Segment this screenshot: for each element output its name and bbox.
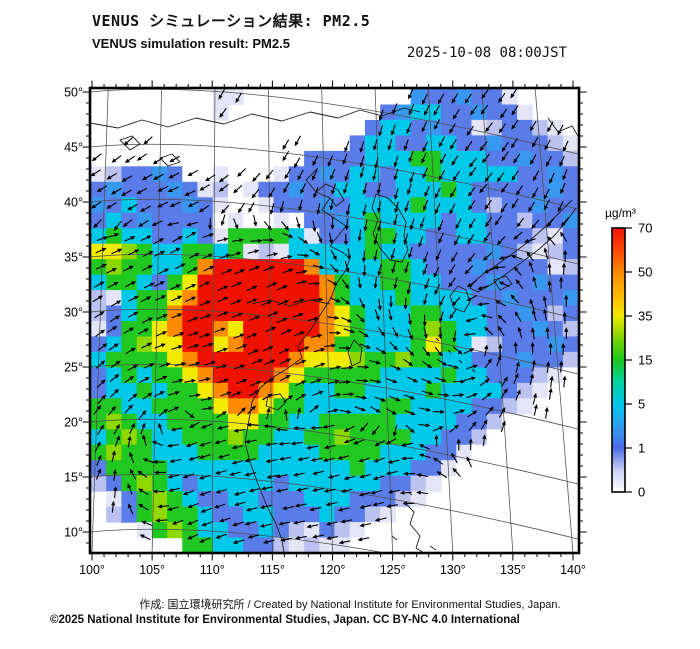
lat-label: 40° xyxy=(64,196,83,210)
lat-label: 10° xyxy=(64,526,83,540)
lon-label: 135° xyxy=(500,563,526,577)
colorbar-tick-label: 5 xyxy=(638,397,645,412)
wind-vector-layer xyxy=(90,88,570,545)
lat-label: 15° xyxy=(64,471,83,485)
lon-label: 100° xyxy=(79,563,105,577)
lon-label: 115° xyxy=(260,563,285,577)
lat-label: 35° xyxy=(64,251,83,265)
lat-label: 45° xyxy=(64,141,83,155)
lat-label: 30° xyxy=(64,306,83,320)
coastline-layer xyxy=(90,107,579,554)
map-frame xyxy=(88,86,581,555)
lon-label: 140° xyxy=(560,563,586,577)
colorbar-tick-label: 15 xyxy=(638,353,652,368)
license-line: ©2025 National Institute for Environment… xyxy=(50,614,520,626)
axis-ticks xyxy=(82,80,587,561)
page-title-japanese: VENUS シミュレーション結果: PM2.5 xyxy=(92,12,371,30)
colorbar-gradient-bar xyxy=(611,227,626,493)
lon-label: 130° xyxy=(440,563,466,577)
colorbar-unit-label: µg/m³ xyxy=(605,206,636,220)
colorbar-tick-label: 70 xyxy=(638,221,652,236)
page-title-english: VENUS simulation result: PM2.5 xyxy=(92,36,290,51)
lat-label: 50° xyxy=(64,86,83,100)
lon-label: 125° xyxy=(380,563,406,577)
lat-label: 25° xyxy=(64,361,83,375)
lon-label: 105° xyxy=(139,563,165,577)
colorbar-tick-label: 0 xyxy=(638,485,645,500)
axis-labels: 50° 45° 40° 35° 30° 25° 20° 15° 10° 100° 105° 110° 1… xyxy=(64,86,586,578)
credit-line: 作成: 国立環境研究所 / Created by National Instit… xyxy=(139,599,561,611)
lon-label: 110° xyxy=(200,563,225,577)
lon-label: 120° xyxy=(320,563,346,577)
graticule-layer xyxy=(90,88,579,554)
colorbar-tick-label: 50 xyxy=(638,265,652,280)
colorbar-tick-label: 35 xyxy=(638,309,652,324)
lat-label: 20° xyxy=(64,416,83,430)
valid-datetime-label: 2025-10-08 08:00JST xyxy=(406,45,567,61)
colorbar-tick-label: 1 xyxy=(638,441,645,456)
